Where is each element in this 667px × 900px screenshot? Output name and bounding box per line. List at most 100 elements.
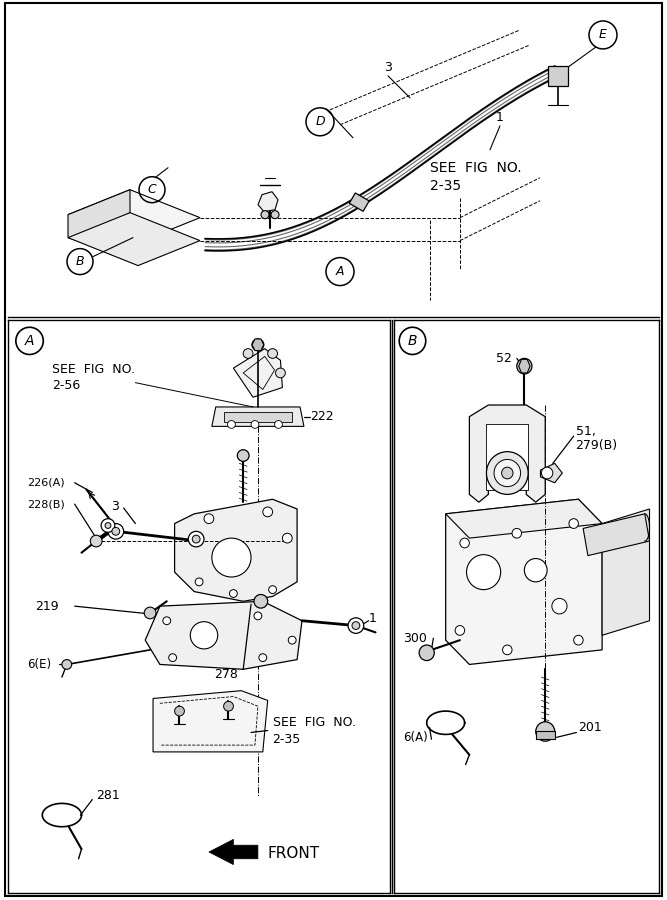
- Circle shape: [223, 701, 233, 711]
- Circle shape: [254, 595, 267, 608]
- Polygon shape: [602, 509, 650, 635]
- Text: 1: 1: [496, 112, 504, 124]
- Polygon shape: [68, 190, 130, 241]
- Text: 2-56: 2-56: [52, 380, 80, 392]
- Circle shape: [552, 598, 567, 614]
- Polygon shape: [486, 425, 528, 490]
- Text: SEE  FIG  NO.: SEE FIG NO.: [273, 716, 356, 729]
- Circle shape: [261, 211, 269, 219]
- Circle shape: [271, 211, 279, 219]
- Text: 300: 300: [403, 632, 427, 644]
- Text: C: C: [147, 184, 156, 196]
- Circle shape: [352, 622, 360, 629]
- Circle shape: [536, 722, 555, 742]
- Circle shape: [348, 617, 364, 634]
- Polygon shape: [68, 190, 200, 243]
- Circle shape: [175, 706, 184, 716]
- Circle shape: [195, 578, 203, 586]
- Text: 201: 201: [578, 721, 602, 734]
- Bar: [536, 732, 555, 739]
- Circle shape: [105, 523, 111, 528]
- Text: 2-35: 2-35: [273, 733, 301, 746]
- Polygon shape: [252, 339, 263, 351]
- Circle shape: [243, 348, 253, 358]
- Circle shape: [569, 518, 578, 528]
- Polygon shape: [583, 514, 650, 555]
- Text: A: A: [336, 266, 344, 278]
- Circle shape: [90, 536, 102, 547]
- Circle shape: [263, 507, 273, 517]
- Circle shape: [229, 590, 237, 598]
- Circle shape: [486, 452, 528, 494]
- Bar: [350, 193, 369, 212]
- Text: 281: 281: [96, 789, 120, 802]
- Polygon shape: [470, 405, 545, 502]
- Circle shape: [460, 538, 470, 548]
- Circle shape: [112, 527, 119, 536]
- Circle shape: [455, 626, 465, 635]
- Circle shape: [542, 467, 553, 479]
- Text: 3: 3: [111, 500, 119, 513]
- Circle shape: [188, 531, 204, 547]
- Circle shape: [502, 467, 513, 479]
- Text: 52: 52: [496, 352, 512, 365]
- Polygon shape: [519, 359, 530, 373]
- Text: 51,: 51,: [576, 425, 596, 437]
- Text: 2-35: 2-35: [430, 179, 461, 193]
- Circle shape: [163, 616, 171, 625]
- Circle shape: [192, 536, 200, 543]
- Polygon shape: [258, 192, 278, 211]
- Circle shape: [212, 538, 251, 577]
- Circle shape: [269, 586, 277, 593]
- Circle shape: [169, 653, 177, 662]
- Polygon shape: [145, 601, 302, 670]
- Polygon shape: [548, 66, 568, 86]
- Circle shape: [259, 653, 267, 662]
- Text: D: D: [315, 115, 325, 129]
- Text: 278: 278: [214, 668, 237, 680]
- Circle shape: [288, 636, 296, 644]
- Circle shape: [62, 660, 71, 670]
- Text: 279(B): 279(B): [576, 439, 618, 453]
- Circle shape: [267, 348, 277, 358]
- Text: E: E: [599, 29, 607, 41]
- Text: 219: 219: [35, 599, 59, 613]
- Text: 3: 3: [384, 61, 392, 75]
- Circle shape: [144, 608, 156, 619]
- Circle shape: [502, 645, 512, 654]
- Polygon shape: [209, 840, 258, 865]
- Text: FRONT: FRONT: [267, 846, 319, 861]
- Text: 6(A): 6(A): [403, 731, 428, 743]
- Circle shape: [251, 420, 259, 428]
- Polygon shape: [540, 464, 562, 482]
- Circle shape: [275, 420, 282, 428]
- Polygon shape: [446, 500, 602, 664]
- Circle shape: [275, 368, 285, 378]
- Circle shape: [190, 622, 217, 649]
- Circle shape: [252, 339, 263, 351]
- Text: B: B: [408, 334, 418, 348]
- Text: 228(B): 228(B): [27, 500, 65, 509]
- Text: SEE  FIG  NO.: SEE FIG NO.: [430, 161, 522, 175]
- Circle shape: [254, 612, 262, 620]
- Text: SEE  FIG  NO.: SEE FIG NO.: [52, 363, 135, 376]
- Text: 222: 222: [310, 410, 334, 423]
- Polygon shape: [446, 500, 602, 538]
- Polygon shape: [233, 348, 282, 397]
- Circle shape: [237, 450, 249, 462]
- Circle shape: [419, 645, 434, 661]
- Bar: [223, 412, 292, 421]
- Text: B: B: [75, 255, 84, 268]
- Polygon shape: [68, 212, 200, 266]
- Circle shape: [204, 514, 214, 524]
- Circle shape: [574, 635, 583, 645]
- Polygon shape: [175, 500, 297, 601]
- Text: 1: 1: [369, 612, 376, 625]
- Text: A: A: [25, 334, 34, 348]
- Circle shape: [524, 559, 547, 582]
- Circle shape: [227, 420, 235, 428]
- Circle shape: [282, 534, 292, 543]
- Circle shape: [517, 358, 532, 374]
- Circle shape: [494, 459, 520, 487]
- Circle shape: [108, 524, 123, 539]
